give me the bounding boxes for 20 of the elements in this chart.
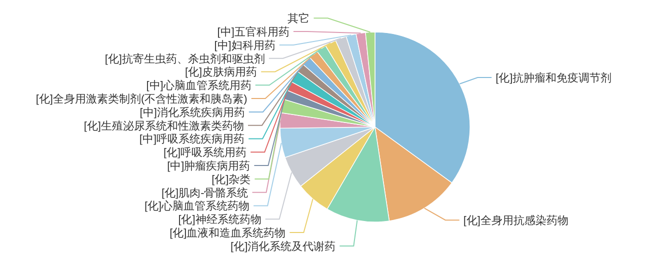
slice-label: [中]心脑血管系统用药	[146, 79, 252, 92]
slice-label: [中]妇科用药	[214, 38, 276, 52]
slice-label: 其它	[288, 12, 310, 26]
slice-label: [化]呼吸系统用药	[163, 146, 247, 160]
slice-label: [中]五官科用药	[217, 26, 290, 39]
slice-label: [中]呼吸系统疾病用药	[139, 132, 245, 146]
slice-label: [化]神经系统药物	[178, 213, 262, 226]
slice-label: [中]肿瘤疾病用药	[167, 160, 250, 173]
slice-label: [化]抗肿瘤和免疫调节剂	[496, 72, 612, 85]
slice-label: [化]血液和造血系统药物	[170, 226, 286, 240]
slice-label: [化]抗寄生虫药、杀虫剂和驱虫剂	[104, 52, 265, 66]
slice-label: [中]消化系统疾病用药	[140, 106, 245, 119]
slice-label: [化]心脑血管系统药物	[144, 200, 250, 213]
slice-label: [化]肌肉-骨骼系统	[161, 186, 248, 200]
slice-label: [化]全身用激素类制剂(不含性激素和胰岛素)	[36, 92, 248, 106]
slice-label: [化]生殖泌尿系统和性激素类药物	[84, 119, 244, 132]
slice-label: [化]杂类	[212, 172, 251, 186]
slice-label: [化]全身用抗感染药物	[463, 214, 568, 228]
slice-label: [化]消化系统及代谢药	[230, 240, 336, 253]
slice-label: [化]皮肤病用药	[184, 66, 258, 79]
